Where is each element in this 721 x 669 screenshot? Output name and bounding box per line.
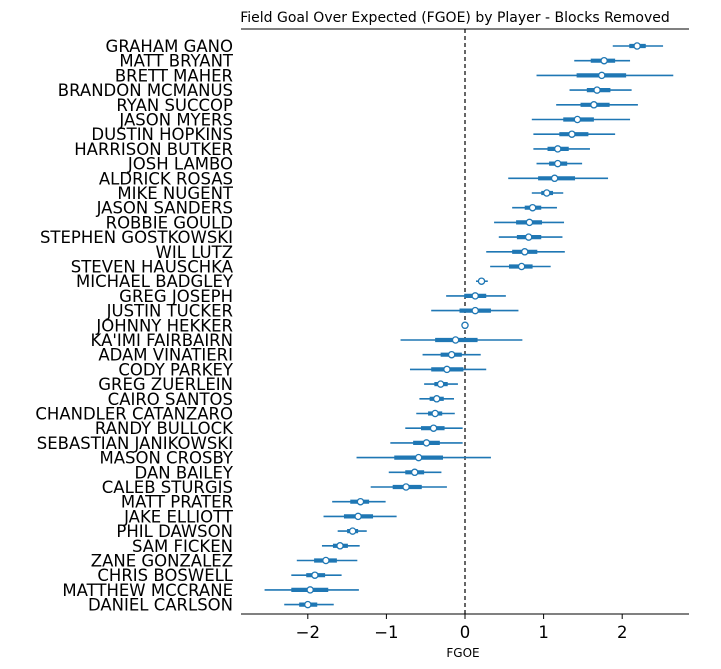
mean-point bbox=[422, 439, 431, 447]
player-label: STEVEN HAUSCHKA bbox=[71, 258, 234, 277]
mean-point bbox=[311, 571, 319, 579]
mean-point bbox=[461, 321, 469, 330]
mean-point bbox=[336, 542, 344, 550]
player-label: JASON MYERS bbox=[118, 111, 233, 130]
player-label: SEBASTIAN JANIKOWSKI bbox=[37, 434, 233, 453]
player-label: RYAN SUCCOP bbox=[116, 96, 233, 115]
player-label: HARRISON BUTKER bbox=[74, 140, 233, 159]
player-label: WIL LUTZ bbox=[156, 243, 233, 262]
player-label: PHIL DAWSON bbox=[116, 522, 233, 541]
mean-point bbox=[542, 189, 551, 197]
mean-point bbox=[436, 380, 445, 388]
mean-point bbox=[356, 497, 365, 506]
x-tick-label: 0 bbox=[460, 623, 471, 642]
x-tick-label: −1 bbox=[374, 623, 398, 642]
mean-point bbox=[348, 527, 357, 535]
x-tick-label: −2 bbox=[296, 623, 320, 642]
player-label: STEPHEN GOSTKOWSKI bbox=[40, 228, 233, 247]
player-label: ZANE GONZALEZ bbox=[91, 552, 233, 571]
x-axis-label: FGOE bbox=[446, 646, 479, 660]
mean-point bbox=[553, 145, 562, 153]
mean-point bbox=[525, 218, 534, 227]
mean-point bbox=[633, 42, 641, 50]
mean-point bbox=[306, 586, 314, 594]
player-label: MIKE NUGENT bbox=[117, 184, 234, 203]
mean-point bbox=[520, 248, 529, 256]
player-label: GRAHAM GANO bbox=[106, 37, 233, 56]
x-tick-label: 2 bbox=[617, 623, 628, 642]
player-label: KA'IMI FAIRBAIRN bbox=[91, 331, 233, 350]
player-label: MICHAEL BADGLEY bbox=[76, 272, 234, 291]
player-label: DAN BAILEY bbox=[135, 463, 234, 482]
mean-point bbox=[517, 262, 526, 271]
player-label: CHANDLER CATANZARO bbox=[35, 405, 233, 424]
mean-point bbox=[590, 101, 598, 109]
mean-point bbox=[432, 395, 441, 403]
player-label: GREG JOSEPH bbox=[119, 287, 233, 306]
player-label: JOHNNY HEKKER bbox=[95, 316, 233, 335]
mean-point bbox=[471, 292, 479, 300]
mean-point bbox=[429, 424, 438, 432]
mean-point bbox=[431, 409, 439, 418]
player-label: CAIRO SANTOS bbox=[108, 390, 233, 409]
mean-point bbox=[550, 174, 559, 183]
player-label: MATT BRYANT bbox=[119, 52, 234, 71]
player-label: SAM FICKEN bbox=[132, 537, 233, 556]
player-label: MATT PRATER bbox=[121, 493, 233, 512]
player-label: BRETT MAHER bbox=[115, 66, 233, 85]
mean-point bbox=[600, 56, 608, 65]
mean-point bbox=[593, 86, 601, 94]
player-label: GREG ZUERLEIN bbox=[98, 375, 233, 394]
player-label: CODY PARKEY bbox=[118, 360, 234, 379]
mean-point bbox=[471, 306, 479, 315]
mean-point bbox=[410, 468, 419, 477]
player-label: DANIEL CARLSON bbox=[88, 596, 233, 615]
mean-point bbox=[402, 483, 410, 491]
mean-point bbox=[451, 336, 460, 344]
mean-point bbox=[528, 203, 537, 212]
mean-point bbox=[524, 233, 533, 241]
player-label: JASON SANDERS bbox=[96, 199, 233, 218]
player-label: BRANDON MCMANUS bbox=[58, 81, 233, 100]
mean-point bbox=[354, 512, 362, 521]
player-label: CALEB STURGIS bbox=[102, 478, 233, 497]
mean-point bbox=[322, 556, 330, 565]
mean-point bbox=[573, 115, 582, 124]
player-label: JUSTIN TUCKER bbox=[106, 302, 233, 321]
player-label: CHRIS BOSWELL bbox=[97, 566, 233, 585]
player-label: JAKE ELLIOTT bbox=[123, 507, 234, 526]
mean-point bbox=[568, 130, 576, 138]
player-label: ROBBIE GOULD bbox=[106, 213, 233, 232]
player-label: RANDY BULLOCK bbox=[95, 419, 234, 438]
mean-point bbox=[477, 277, 486, 285]
mean-point bbox=[553, 159, 562, 168]
chart-title: Field Goal Over Expected (FGOE) by Playe… bbox=[240, 10, 670, 26]
player-label: MATTHEW MCCRANE bbox=[62, 581, 233, 600]
player-label: ALDRICK ROSAS bbox=[99, 169, 233, 188]
mean-point bbox=[304, 600, 312, 609]
player-label: DUSTIN HOPKINS bbox=[91, 125, 233, 144]
player-label: MASON CROSBY bbox=[99, 449, 233, 468]
player-label: JOSH LAMBO bbox=[127, 155, 233, 174]
mean-point bbox=[447, 350, 456, 359]
mean-point bbox=[443, 365, 451, 374]
player-label: ADAM VINATIERI bbox=[98, 346, 233, 365]
mean-point bbox=[598, 71, 606, 80]
x-tick-label: 1 bbox=[538, 623, 549, 642]
mean-point bbox=[414, 453, 423, 462]
